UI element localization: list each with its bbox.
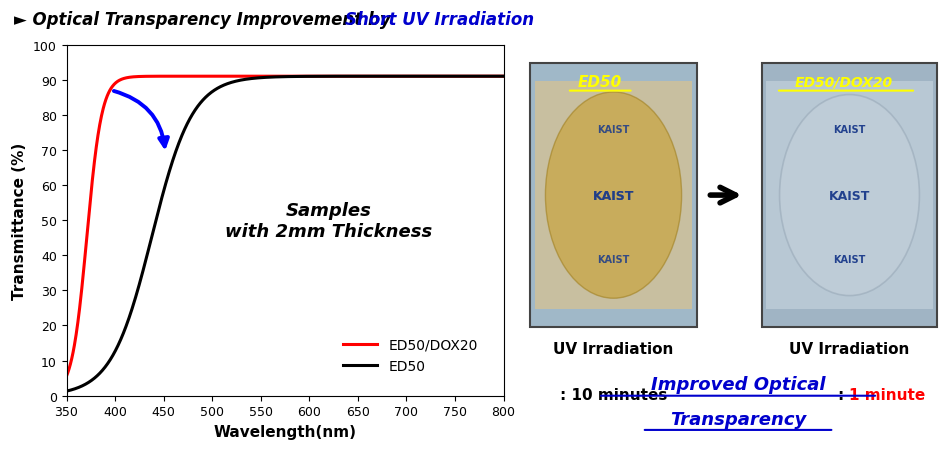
ED50/DOX20 <box>61 374 72 379</box>
ED50/DOX20 <box>105 86 117 92</box>
ED50/DOX20 <box>498 74 509 80</box>
ED50/DOX20 <box>402 74 413 80</box>
Text: Samples
with 2mm Thickness: Samples with 2mm Thickness <box>225 201 432 240</box>
Bar <box>762 64 937 328</box>
Text: ► Optical Transparency Improvement by: ► Optical Transparency Improvement by <box>14 11 397 29</box>
ED50 <box>238 78 249 83</box>
Ellipse shape <box>780 96 920 296</box>
FancyArrowPatch shape <box>114 92 168 147</box>
Bar <box>767 82 933 309</box>
ED50 <box>361 74 372 80</box>
X-axis label: Wavelength(nm): Wavelength(nm) <box>214 424 356 439</box>
Ellipse shape <box>545 93 681 298</box>
Text: : 10 minutes: : 10 minutes <box>560 387 667 402</box>
Text: Transparency: Transparency <box>670 410 807 428</box>
Text: ED50/DOX20: ED50/DOX20 <box>795 75 893 89</box>
Text: KAIST: KAIST <box>833 125 865 135</box>
Text: KAIST: KAIST <box>833 254 865 264</box>
Line: ED50: ED50 <box>66 77 504 391</box>
ED50 <box>498 74 509 80</box>
ED50 <box>61 389 72 394</box>
ED50/DOX20 <box>355 74 367 80</box>
Bar <box>535 82 693 309</box>
Legend: ED50/DOX20, ED50: ED50/DOX20, ED50 <box>337 333 484 379</box>
Text: UV Irradiation: UV Irradiation <box>789 341 910 356</box>
ED50/DOX20 <box>361 74 372 80</box>
ED50 <box>409 74 421 80</box>
Text: KAIST: KAIST <box>593 189 635 202</box>
Line: ED50/DOX20: ED50/DOX20 <box>66 77 504 376</box>
Bar <box>530 64 696 328</box>
Text: ED50: ED50 <box>579 75 622 90</box>
Text: UV Irradiation: UV Irradiation <box>553 341 674 356</box>
Text: KAIST: KAIST <box>598 125 630 135</box>
ED50 <box>105 356 117 361</box>
Y-axis label: Transmittance (%): Transmittance (%) <box>12 142 28 299</box>
Text: :: : <box>838 387 849 402</box>
Text: Short UV Irradiation: Short UV Irradiation <box>345 11 534 29</box>
Text: KAIST: KAIST <box>828 189 870 202</box>
Bar <box>530 64 696 328</box>
Text: KAIST: KAIST <box>598 254 630 264</box>
ED50 <box>254 76 265 81</box>
Bar <box>762 64 937 328</box>
Text: Improved Optical: Improved Optical <box>651 376 826 394</box>
ED50/DOX20 <box>254 74 265 80</box>
Text: KAIST: KAIST <box>593 189 635 202</box>
ED50/DOX20 <box>238 74 249 80</box>
Text: 1 minute: 1 minute <box>849 387 925 402</box>
ED50 <box>402 74 413 80</box>
ED50/DOX20 <box>409 74 421 80</box>
